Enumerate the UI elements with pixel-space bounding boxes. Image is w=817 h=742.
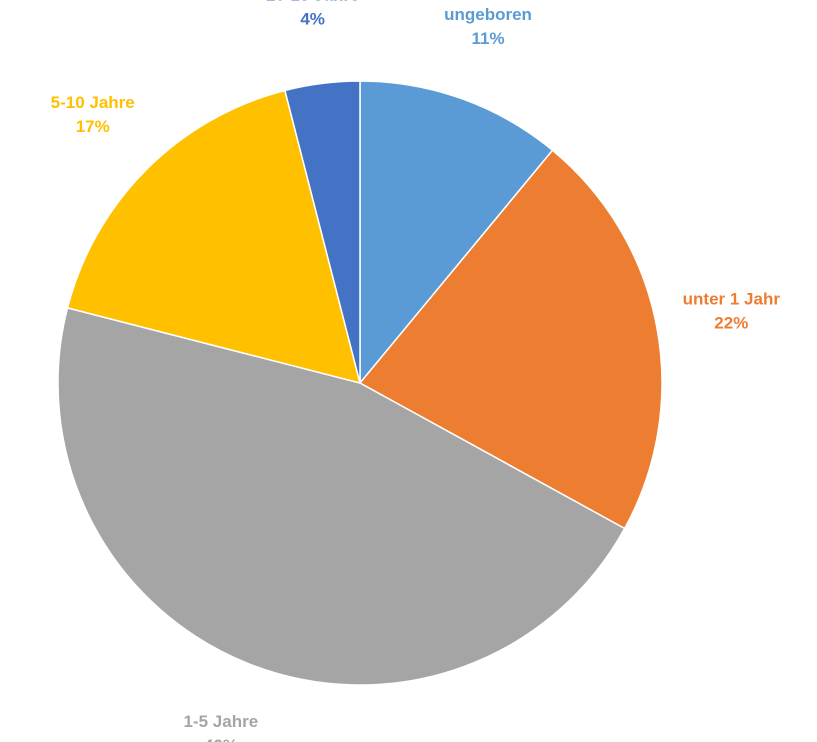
- slice-value: 4%: [300, 9, 325, 28]
- slice-label: 1-5 Jahre: [184, 712, 259, 731]
- pie-slice: [359, 80, 554, 386]
- pie-slice: [66, 89, 362, 385]
- slice-value: 46%: [204, 736, 238, 742]
- slice-value: 22%: [714, 314, 748, 333]
- pie-slice: [57, 306, 626, 686]
- slice-label: 10-15 Jahre: [266, 0, 360, 4]
- slice-label: 5-10 Jahre: [51, 93, 135, 112]
- slice-label: ungeboren: [444, 5, 532, 24]
- slice-label: unter 1 Jahr: [683, 290, 781, 309]
- slice-value: 11%: [471, 29, 504, 48]
- pie-slice: [358, 149, 663, 530]
- slice-value: 17%: [76, 117, 110, 136]
- pie-slice: [283, 80, 361, 384]
